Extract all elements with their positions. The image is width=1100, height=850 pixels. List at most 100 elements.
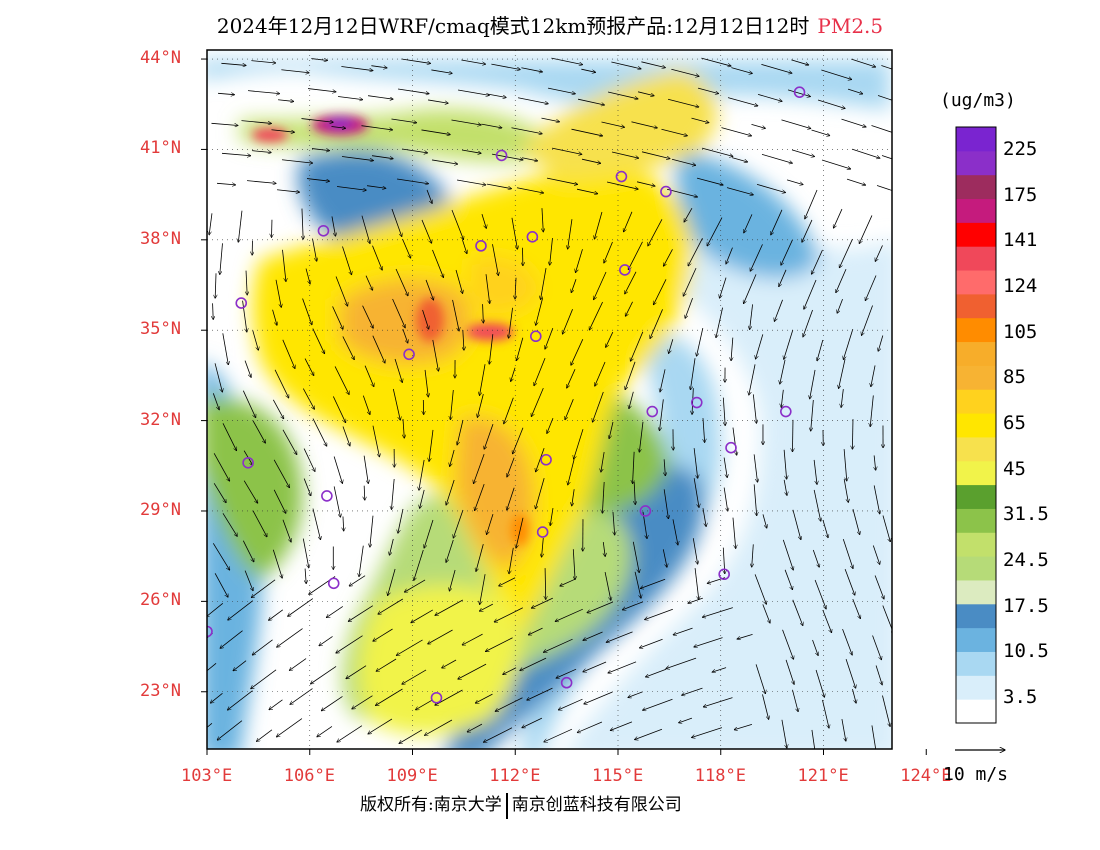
wind-arrow <box>268 609 284 621</box>
wind-arrow <box>841 118 866 127</box>
wind-arrow <box>707 217 723 246</box>
colorbar-segment <box>956 603 996 629</box>
wind-arrow <box>837 298 843 313</box>
wind-arrow <box>215 273 216 298</box>
wind-arrow <box>606 181 638 189</box>
lon-label: 109°E <box>386 766 438 786</box>
wind-arrow <box>534 357 546 386</box>
city-marker <box>495 149 508 162</box>
wind-arrow <box>217 720 243 740</box>
wind-arrow <box>528 627 543 635</box>
wind-arrow <box>871 725 877 749</box>
wind-arrow <box>348 605 374 622</box>
lon-label: 106°E <box>283 766 335 786</box>
wind-arrow <box>881 65 892 70</box>
wind-arrow <box>817 99 845 108</box>
wind-arrow <box>571 128 602 136</box>
wind-arrow <box>688 237 703 266</box>
wind-arrow <box>332 306 343 329</box>
wind-arrow <box>592 391 604 422</box>
footer: 版权所有:南京大学 南京创蓝科技有限公司 <box>360 790 682 819</box>
wind-arrow <box>551 147 582 154</box>
wind-arrow <box>321 696 343 710</box>
wind-arrow <box>634 481 635 505</box>
wind-arrow <box>421 219 432 243</box>
wind-arrow <box>606 631 633 643</box>
wind-arrow <box>243 480 258 504</box>
wind-arrow <box>311 59 327 61</box>
wind-arrow <box>365 275 373 291</box>
wind-arrow <box>628 691 643 698</box>
wind-arrow <box>573 549 575 579</box>
wind-arrow <box>643 698 673 710</box>
wind-arrow <box>479 603 493 611</box>
wind-arrow <box>252 420 265 443</box>
wind-arrow <box>368 718 393 734</box>
wind-arrow <box>352 695 373 709</box>
wind-arrow <box>756 183 786 192</box>
wind-arrow <box>697 87 719 93</box>
wind-arrow <box>774 299 783 322</box>
wind-arrow <box>397 88 429 94</box>
wind-arrow <box>604 571 611 600</box>
colorbar-segment <box>956 341 996 366</box>
wind-arrow <box>394 358 402 383</box>
colorbar-segment <box>956 150 996 176</box>
wind-arrow <box>256 729 273 742</box>
colorbar-segment <box>956 699 996 724</box>
wind-arrow <box>589 301 603 330</box>
wind-arrow <box>692 538 697 564</box>
wind-arrow <box>342 426 350 445</box>
wind-arrow <box>662 549 667 567</box>
wind-arrow <box>843 328 854 359</box>
wind-arrow <box>273 459 289 488</box>
wind-arrow <box>574 429 584 459</box>
wind-arrow <box>210 693 223 703</box>
map-area <box>207 50 892 749</box>
wind-arrow <box>212 393 219 410</box>
wind-arrow <box>673 627 693 635</box>
wind-arrow <box>572 489 575 506</box>
wind-arrow <box>317 726 333 736</box>
wind-arrow <box>584 691 613 704</box>
wind-arrow <box>461 149 481 153</box>
wind-arrow <box>792 509 801 540</box>
wind-arrow <box>861 305 873 335</box>
city-marker <box>321 490 333 502</box>
colorbar-segment <box>956 675 996 700</box>
wind-arrow <box>334 366 349 394</box>
wind-arrow <box>372 245 382 270</box>
wind-arrow <box>847 88 863 94</box>
wind-arrow <box>207 723 213 728</box>
wind-arrow <box>581 68 595 72</box>
wind-arrow <box>625 301 633 317</box>
lat-label: 29°N <box>140 499 181 520</box>
wind-arrow <box>613 511 615 535</box>
wind-arrow <box>781 119 810 129</box>
wind-arrow <box>521 67 542 72</box>
colorbar-segment <box>956 317 996 343</box>
colorbar-tick-label: 141 <box>1003 229 1038 252</box>
wind-arrow <box>812 549 819 567</box>
wind-arrow <box>581 158 601 163</box>
wind-arrow <box>431 69 452 73</box>
wind-arrow <box>398 508 404 533</box>
wind-arrow <box>671 68 699 76</box>
wind-arrow <box>424 369 428 397</box>
wind-arrow <box>361 125 392 130</box>
wind-arrow <box>301 118 333 123</box>
wind-arrow <box>784 329 794 360</box>
wind-arrow <box>691 117 708 123</box>
wind-arrow <box>450 389 454 420</box>
wind-arrow <box>567 369 576 388</box>
wind-arrow <box>349 575 366 586</box>
wind-arrow <box>209 213 213 235</box>
wind-arrow <box>583 631 603 640</box>
wind-arrow <box>487 514 494 534</box>
wind-arrow <box>269 699 283 710</box>
city-marker <box>430 691 443 704</box>
colorbar-segment <box>956 389 996 414</box>
wind-arrow <box>281 69 309 73</box>
city-marker <box>235 297 248 309</box>
wind-arrow <box>660 369 666 392</box>
